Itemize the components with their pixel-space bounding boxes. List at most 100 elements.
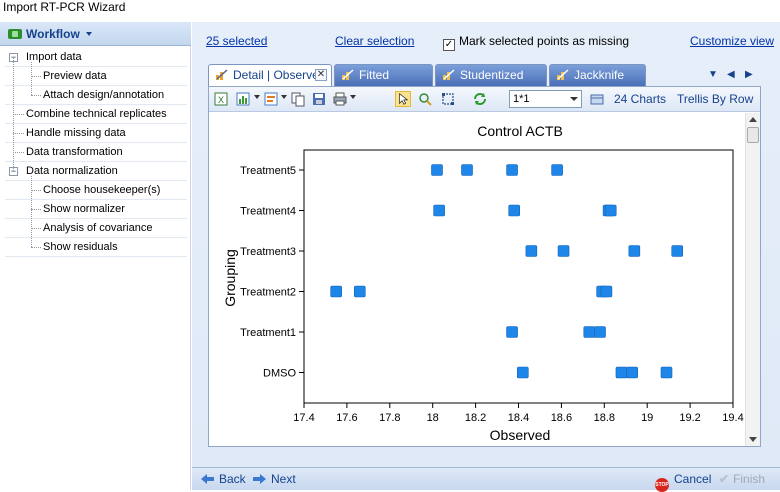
rectangle-select-icon[interactable] bbox=[440, 91, 456, 107]
data-point[interactable] bbox=[551, 164, 563, 176]
workflow-step-label: Preview data bbox=[43, 70, 107, 82]
chart-plot-area[interactable]: Control ACTB 17.4 17.6 17.8 18 18.2 18.4 18.6 1… bbox=[209, 113, 745, 446]
workflow-step-label: Attach design/annotation bbox=[43, 89, 165, 101]
layout-combo-value: 1*1 bbox=[513, 93, 530, 105]
data-point[interactable] bbox=[353, 285, 366, 298]
data-point[interactable] bbox=[506, 326, 518, 338]
customize-view-link[interactable]: Customize view bbox=[690, 34, 775, 48]
tree-connector bbox=[31, 95, 41, 96]
y-category-label: Treatment4 bbox=[240, 206, 296, 218]
mark-missing-option[interactable]: ✓ Mark selected points as missing bbox=[443, 34, 629, 51]
workflow-header: Workflow bbox=[0, 22, 191, 46]
next-button[interactable]: Next bbox=[252, 472, 296, 486]
chart-type-icon[interactable] bbox=[235, 91, 251, 107]
window-title: Import RT-PCR Wizard bbox=[0, 0, 780, 17]
workflow-step[interactable]: Attach design/annotation bbox=[5, 86, 187, 105]
cancel-button[interactable]: STOP Cancel bbox=[655, 472, 711, 492]
back-button[interactable]: Back bbox=[200, 472, 246, 486]
data-point[interactable] bbox=[604, 204, 617, 217]
x-tick-label: 19 bbox=[641, 412, 653, 424]
workflow-step[interactable]: − Data normalization bbox=[5, 162, 187, 181]
data-point[interactable] bbox=[461, 164, 473, 176]
workflow-step[interactable]: Handle missing data bbox=[5, 124, 187, 143]
tab-list-dropdown-icon[interactable]: ▼ bbox=[708, 69, 718, 80]
tree-connector bbox=[31, 228, 41, 229]
tab-scroll-right-icon[interactable]: ▶ bbox=[745, 69, 753, 80]
data-point[interactable] bbox=[516, 366, 529, 379]
workflow-step[interactable]: Preview data bbox=[5, 67, 187, 86]
pointer-select-icon[interactable] bbox=[395, 91, 411, 107]
workflow-step[interactable]: Analysis of covariance bbox=[5, 219, 187, 238]
data-point[interactable] bbox=[330, 285, 342, 298]
tab-fitted[interactable]: Fitted bbox=[334, 64, 433, 86]
workflow-step-label: Combine technical replicates bbox=[26, 108, 167, 120]
workflow-step-label: Data normalization bbox=[26, 165, 118, 177]
scroll-up-icon[interactable] bbox=[749, 117, 757, 122]
workflow-step[interactable]: Choose housekeeper(s) bbox=[5, 181, 187, 200]
refresh-icon[interactable] bbox=[472, 91, 488, 107]
chevron-down-icon[interactable] bbox=[350, 95, 356, 99]
chart-layout-icon[interactable] bbox=[589, 91, 605, 107]
data-point[interactable] bbox=[508, 204, 521, 217]
workflow-step[interactable]: Show normalizer bbox=[5, 200, 187, 219]
data-point[interactable] bbox=[433, 204, 445, 217]
scatter-chart[interactable]: Control ACTB 17.4 17.6 17.8 18 18.2 18.4 18.6 1… bbox=[209, 113, 745, 446]
workflow-step-label: Data transformation bbox=[26, 146, 123, 158]
lasso-select-icon[interactable] bbox=[417, 91, 433, 107]
print-icon[interactable] bbox=[332, 91, 348, 107]
chevron-down-icon[interactable] bbox=[281, 95, 287, 99]
data-point[interactable] bbox=[525, 245, 538, 257]
tab-studentized[interactable]: Studentized bbox=[435, 64, 547, 86]
data-point[interactable] bbox=[600, 285, 613, 298]
layout-combo[interactable]: 1*1 bbox=[509, 90, 582, 108]
data-point[interactable] bbox=[431, 164, 443, 176]
data-point[interactable] bbox=[557, 245, 570, 257]
data-point[interactable] bbox=[615, 366, 628, 379]
close-tab-icon[interactable]: ✕ bbox=[315, 69, 327, 81]
tree-connector bbox=[13, 133, 24, 134]
y-category-label: Treatment3 bbox=[240, 246, 296, 258]
scroll-down-icon[interactable] bbox=[749, 437, 757, 442]
workflow-step[interactable]: Show residuals bbox=[5, 238, 187, 257]
pencil-chart-icon bbox=[443, 69, 455, 80]
data-point[interactable] bbox=[660, 366, 673, 379]
copy-icon[interactable] bbox=[290, 91, 306, 107]
data-point[interactable] bbox=[594, 326, 606, 338]
tree-connector bbox=[31, 209, 41, 210]
main-panel: 25 selected Clear selection ✓ Mark select… bbox=[192, 22, 780, 492]
tree-connector bbox=[31, 247, 41, 248]
clear-selection-link[interactable]: Clear selection bbox=[335, 34, 415, 48]
data-point[interactable] bbox=[583, 326, 596, 338]
tab-label: Studentized bbox=[460, 68, 524, 82]
pencil-chart-icon bbox=[557, 69, 569, 80]
selection-bar: 25 selected Clear selection ✓ Mark select… bbox=[192, 22, 780, 58]
workflow-icon bbox=[8, 29, 22, 39]
workflow-menu-button[interactable]: Workflow bbox=[8, 27, 93, 41]
chevron-down-icon[interactable] bbox=[254, 95, 260, 99]
chart-vertical-scrollbar[interactable] bbox=[745, 113, 760, 446]
tree-connector bbox=[31, 176, 32, 247]
x-tick-label: 17.6 bbox=[336, 412, 357, 424]
mark-missing-checkbox[interactable]: ✓ bbox=[443, 39, 455, 51]
selected-count-link[interactable]: 25 selected bbox=[206, 34, 268, 48]
data-point[interactable] bbox=[671, 245, 684, 257]
tab-scroll-left-icon[interactable]: ◀ bbox=[727, 69, 735, 80]
save-icon[interactable] bbox=[311, 91, 327, 107]
scrollbar-thumb[interactable] bbox=[747, 127, 759, 143]
data-point[interactable] bbox=[628, 245, 641, 257]
export-excel-icon[interactable]: X bbox=[213, 91, 229, 107]
tab-jackknife[interactable]: Jackknife bbox=[549, 64, 646, 86]
data-point[interactable] bbox=[626, 366, 638, 379]
charts-count-button[interactable]: 24 Charts bbox=[614, 92, 667, 106]
tab-detail-observed[interactable]: Detail | Observed ✕ bbox=[208, 64, 332, 87]
data-point[interactable] bbox=[506, 164, 518, 176]
finish-button[interactable]: ✔ Finish bbox=[719, 472, 765, 486]
plot-border bbox=[303, 149, 734, 404]
workflow-panel: Workflow − Import data Preview data Attach … bbox=[0, 22, 191, 490]
trellis-by-row-button[interactable]: Trellis By Row bbox=[677, 92, 754, 106]
workflow-step[interactable]: Combine technical replicates bbox=[5, 105, 187, 124]
workflow-step-label: Import data bbox=[26, 51, 82, 63]
workflow-step[interactable]: Data transformation bbox=[5, 143, 187, 162]
workflow-step[interactable]: − Import data bbox=[5, 48, 187, 67]
properties-icon[interactable] bbox=[263, 91, 279, 107]
